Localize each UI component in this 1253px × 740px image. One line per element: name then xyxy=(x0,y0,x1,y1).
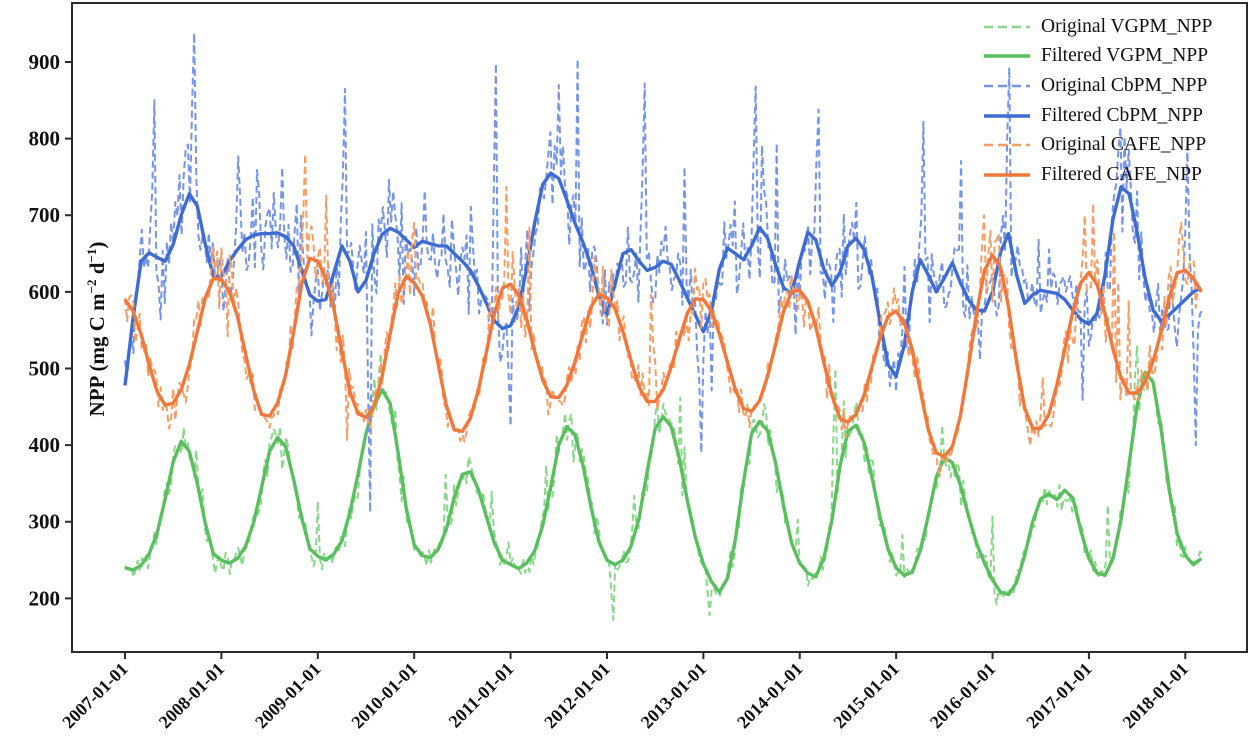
plot-border xyxy=(71,2,1248,653)
y-tick-label: 200 xyxy=(29,586,61,610)
y-axis-title-sup-d1: −1 xyxy=(84,248,99,263)
y-tick-label: 500 xyxy=(29,356,61,380)
x-tick-label: 2012-01-01 xyxy=(540,659,614,733)
y-axis-title-suffix: ) xyxy=(85,241,109,249)
y-tick-label: 900 xyxy=(29,50,61,74)
legend-entry: Filtered VGPM_NPP xyxy=(984,42,1212,72)
legend-entry: Original CAFE_NPP xyxy=(984,130,1212,160)
y-axis-title-text: NPP (mg C m xyxy=(85,293,109,417)
legend-swatch-filtered-cbpm xyxy=(984,113,1030,118)
x-tick-label: 2016-01-01 xyxy=(926,659,1000,733)
legend-label: Filtered VGPM_NPP xyxy=(1041,45,1209,67)
legend-entry: Original CbPM_NPP xyxy=(984,71,1212,101)
y-tick-label: 800 xyxy=(29,127,61,151)
x-tick-label: 2009-01-01 xyxy=(251,659,325,733)
filtered-series-line xyxy=(123,253,1203,459)
legend-swatch-filtered-cafe xyxy=(984,172,1030,177)
x-tick-label: 2018-01-01 xyxy=(1119,659,1193,733)
y-tick-label: 700 xyxy=(29,203,61,227)
y-tick-label: 300 xyxy=(29,510,61,534)
legend-label: Filtered CAFE_NPP xyxy=(1041,163,1202,185)
legend-entry: Original VGPM_NPP xyxy=(984,12,1212,42)
legend-swatch-original-vgpm xyxy=(984,25,1030,28)
x-tick-label: 2008-01-01 xyxy=(155,659,229,733)
filtered-series-line xyxy=(123,171,1203,386)
y-tick-label: 600 xyxy=(29,280,61,304)
legend: Original VGPM_NPP Filtered VGPM_NPP Orig… xyxy=(984,12,1212,190)
y-axis-title-sup-m2: −2 xyxy=(84,279,99,294)
x-tick-label: 2007-01-01 xyxy=(58,659,132,733)
x-tick-label: 2014-01-01 xyxy=(733,659,807,733)
filtered-series-line xyxy=(124,370,1203,597)
legend-label: Filtered CbPM_NPP xyxy=(1041,104,1203,126)
legend-label: Original CbPM_NPP xyxy=(1041,74,1208,96)
x-tick-label: 2011-01-01 xyxy=(445,659,518,732)
original-series-line xyxy=(124,344,1203,621)
y-axis-title: NPP (mg C m−2 d−1) xyxy=(84,164,110,494)
y-tick-label: 400 xyxy=(29,433,61,457)
x-tick-label: 2017-01-01 xyxy=(1022,659,1096,733)
legend-label: Original CAFE_NPP xyxy=(1041,134,1207,156)
x-tick-label: 2010-01-01 xyxy=(347,659,421,733)
x-tick-label: 2013-01-01 xyxy=(637,659,711,733)
x-tick-label: 2015-01-01 xyxy=(829,659,903,733)
legend-label: Original VGPM_NPP xyxy=(1041,15,1213,37)
legend-swatch-filtered-vgpm xyxy=(984,54,1030,59)
legend-entry: Filtered CbPM_NPP xyxy=(984,101,1212,131)
legend-swatch-original-cbpm xyxy=(984,84,1030,88)
legend-entry: Filtered CAFE_NPP xyxy=(984,160,1212,190)
y-axis-title-mid: d xyxy=(85,262,109,280)
legend-swatch-original-cafe xyxy=(984,143,1030,147)
